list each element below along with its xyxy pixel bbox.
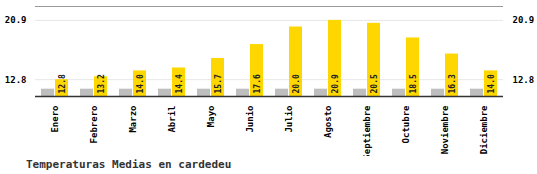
svg-text:Junio: Junio [245,106,255,133]
svg-text:12.8: 12.8 [58,74,67,93]
html-text:Temperaturas Medias en cardede: Temperaturas Medias en cardedeu [26,158,232,171]
svg-text:Agosto: Agosto [323,106,333,139]
svg-text:Diciembre: Diciembre [479,105,489,154]
svg-text:Abril: Abril [167,106,177,133]
svg-text:14.4: 14.4 [175,74,184,93]
svg-text:14.0: 14.0 [487,74,496,93]
svg-text:12.8: 12.8 [513,75,535,85]
svg-text:20.5: 20.5 [370,74,379,93]
svg-text:Febrero: Febrero [89,106,99,144]
svg-text:20.9: 20.9 [513,15,535,25]
svg-text:Octubre: Octubre [401,105,411,144]
svg-text:20.9: 20.9 [5,15,27,25]
svg-text:Septiembre: Septiembre [362,105,372,156]
svg-text:20.0: 20.0 [292,74,301,93]
svg-text:17.6: 17.6 [253,74,262,93]
svg-text:18.5: 18.5 [409,74,418,93]
svg-text:12.8: 12.8 [5,75,27,85]
svg-text:14.0: 14.0 [136,74,145,93]
svg-text:Noviembre: Noviembre [440,105,450,154]
svg-text:15.7: 15.7 [214,74,223,93]
svg-text:Mayo: Mayo [206,106,216,128]
svg-text:20.9: 20.9 [331,74,340,93]
svg-text:Julio: Julio [284,106,294,133]
svg-text:13.2: 13.2 [97,74,106,93]
svg-text:16.3: 16.3 [448,74,457,93]
svg-text:Marzo: Marzo [128,106,138,133]
svg-text:Enero: Enero [50,106,60,133]
